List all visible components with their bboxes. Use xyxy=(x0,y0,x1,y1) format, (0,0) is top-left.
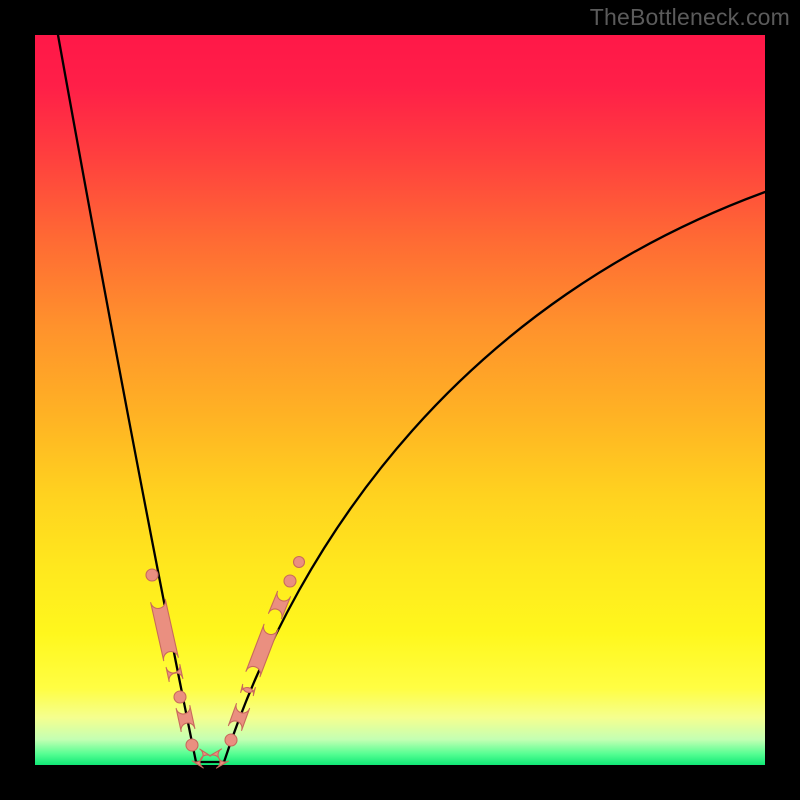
figure-root: TheBottleneck.com xyxy=(0,0,800,800)
bead-marker xyxy=(174,691,186,703)
plot-svg xyxy=(0,0,800,800)
bead-marker xyxy=(294,557,305,568)
plot-background xyxy=(35,35,765,765)
bead-marker xyxy=(284,575,296,587)
bead-marker xyxy=(146,569,158,581)
watermark-text: TheBottleneck.com xyxy=(590,4,790,31)
bead-marker xyxy=(186,739,198,751)
bead-marker xyxy=(225,734,237,746)
